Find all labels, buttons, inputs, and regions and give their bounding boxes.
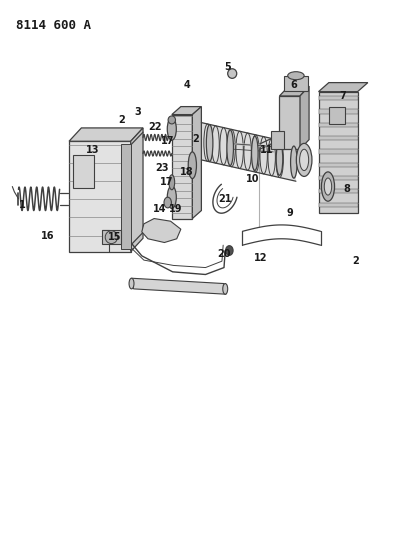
Polygon shape [319, 136, 358, 140]
Polygon shape [319, 109, 358, 114]
Ellipse shape [252, 136, 258, 171]
Text: 15: 15 [108, 232, 121, 242]
Polygon shape [131, 128, 143, 252]
Ellipse shape [296, 143, 312, 176]
Text: 22: 22 [149, 122, 162, 132]
Polygon shape [73, 155, 94, 188]
Ellipse shape [226, 246, 233, 255]
Polygon shape [121, 144, 131, 249]
Text: 10: 10 [246, 174, 259, 183]
Ellipse shape [168, 116, 175, 124]
Ellipse shape [105, 231, 118, 244]
Ellipse shape [324, 178, 332, 195]
Polygon shape [69, 141, 131, 252]
Text: 16: 16 [41, 231, 54, 240]
Text: 19: 19 [169, 204, 182, 214]
Polygon shape [319, 149, 358, 154]
Text: 12: 12 [254, 253, 268, 263]
Text: 8114 600 A: 8114 600 A [16, 19, 91, 31]
Polygon shape [102, 230, 121, 244]
Polygon shape [329, 107, 345, 124]
Polygon shape [319, 176, 358, 180]
Polygon shape [319, 189, 358, 193]
Text: 17: 17 [160, 177, 173, 187]
Ellipse shape [288, 72, 304, 80]
Polygon shape [319, 123, 358, 127]
Ellipse shape [291, 146, 297, 178]
Ellipse shape [276, 142, 283, 175]
Text: 23: 23 [156, 163, 169, 173]
Ellipse shape [300, 149, 309, 171]
Text: 2: 2 [118, 115, 125, 125]
Text: 8: 8 [344, 184, 351, 194]
Polygon shape [319, 163, 358, 167]
Text: 9: 9 [286, 208, 293, 218]
Text: 20: 20 [217, 249, 231, 259]
Text: 2: 2 [192, 134, 199, 143]
Text: 14: 14 [153, 205, 166, 214]
Text: 7: 7 [340, 91, 346, 101]
Polygon shape [201, 123, 296, 181]
Polygon shape [319, 92, 358, 213]
Polygon shape [279, 86, 309, 96]
Text: 13: 13 [86, 146, 99, 155]
Ellipse shape [167, 118, 176, 140]
Polygon shape [319, 83, 368, 92]
Text: 11: 11 [260, 146, 273, 155]
Text: 18: 18 [180, 167, 194, 176]
Polygon shape [172, 115, 192, 219]
Polygon shape [319, 96, 358, 100]
Ellipse shape [167, 186, 176, 208]
Ellipse shape [223, 284, 228, 294]
Polygon shape [142, 219, 181, 243]
Ellipse shape [188, 152, 196, 179]
Text: 5: 5 [225, 62, 231, 71]
Text: 17: 17 [161, 136, 174, 146]
Ellipse shape [164, 197, 171, 208]
Ellipse shape [169, 175, 175, 190]
Polygon shape [192, 107, 201, 219]
Ellipse shape [321, 172, 335, 201]
Polygon shape [69, 128, 143, 141]
Text: 6: 6 [291, 80, 297, 90]
Polygon shape [172, 107, 201, 115]
Ellipse shape [227, 130, 233, 166]
Polygon shape [132, 278, 226, 294]
Polygon shape [319, 203, 358, 207]
Text: 2: 2 [352, 256, 359, 266]
Polygon shape [284, 76, 308, 91]
Ellipse shape [206, 125, 213, 161]
Ellipse shape [129, 278, 134, 289]
Text: 3: 3 [134, 107, 141, 117]
Text: 21: 21 [219, 194, 232, 204]
Polygon shape [271, 131, 284, 149]
Ellipse shape [228, 69, 237, 78]
Text: 4: 4 [184, 80, 190, 90]
Polygon shape [300, 86, 309, 149]
Text: 1: 1 [19, 200, 26, 210]
Polygon shape [279, 96, 300, 149]
